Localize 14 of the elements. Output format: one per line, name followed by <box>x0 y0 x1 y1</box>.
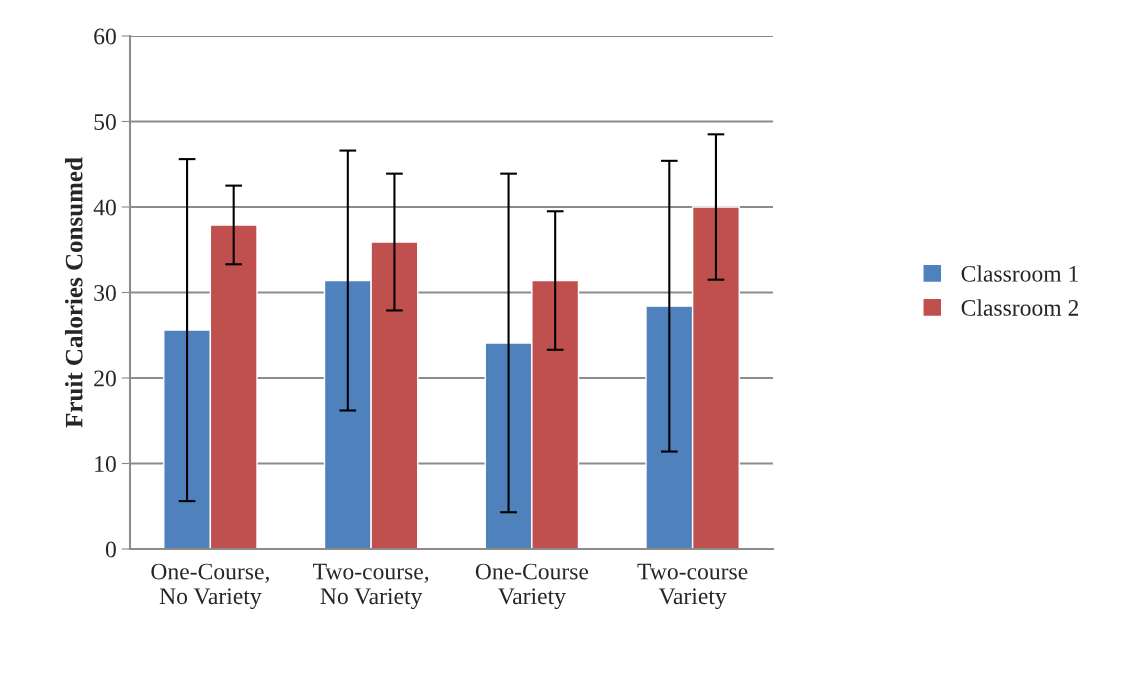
y-tick-label: 30 <box>94 284 116 301</box>
x-tick-label: One-Course Variety <box>475 563 589 610</box>
y-tick-label: 0 <box>105 541 116 558</box>
y-axis-title: Fruit Calories Consumed <box>64 157 83 428</box>
y-tick-label: 40 <box>93 199 116 216</box>
legend-label: Classroom 1 <box>961 265 1078 282</box>
y-tick-label: 50 <box>94 113 116 130</box>
y-tick-label: 20 <box>94 370 116 387</box>
y-tick-label: 60 <box>94 28 116 45</box>
y-tick-label: 10 <box>95 455 116 472</box>
x-tick-label: Two-course Variety <box>637 563 748 610</box>
legend-label: Classroom 2 <box>961 299 1079 316</box>
x-tick-label: Two-course, No Variety <box>313 563 429 610</box>
x-tick-label: One-Course, No Variety <box>151 563 269 610</box>
